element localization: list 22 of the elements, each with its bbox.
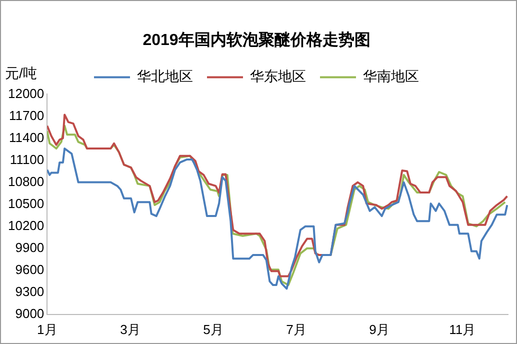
y-tick-label: 12000 [8,86,44,101]
y-tick-label: 11400 [8,130,44,145]
y-tick-label: 9300 [15,284,44,299]
y-tick-label: 10200 [8,218,44,233]
y-tick-label: 11100 [10,152,44,167]
chart-title: 2019年国内软泡聚醚价格走势图 [142,31,370,50]
x-tick-label: 5月 [203,322,224,337]
x-tick-label: 3月 [120,322,140,337]
x-tick-label: 1月 [37,322,58,337]
legend-label: 华南地区 [363,68,419,84]
y-tick-label: 9900 [15,240,44,255]
y-tick-label: 9000 [15,306,44,321]
x-tick-label: 9月 [369,322,390,337]
legend-label: 华东地区 [250,68,306,84]
y-tick-label: 10800 [8,174,44,189]
y-tick-label: 10500 [8,196,44,211]
y-tick-label: 9600 [15,262,44,277]
legend-label: 华北地区 [137,68,193,84]
x-tick-label: 7月 [286,322,306,337]
x-tick-label: 11月 [449,322,476,337]
y-tick-label: 11700 [8,108,44,123]
y-axis-title: 元/吨 [5,64,37,81]
